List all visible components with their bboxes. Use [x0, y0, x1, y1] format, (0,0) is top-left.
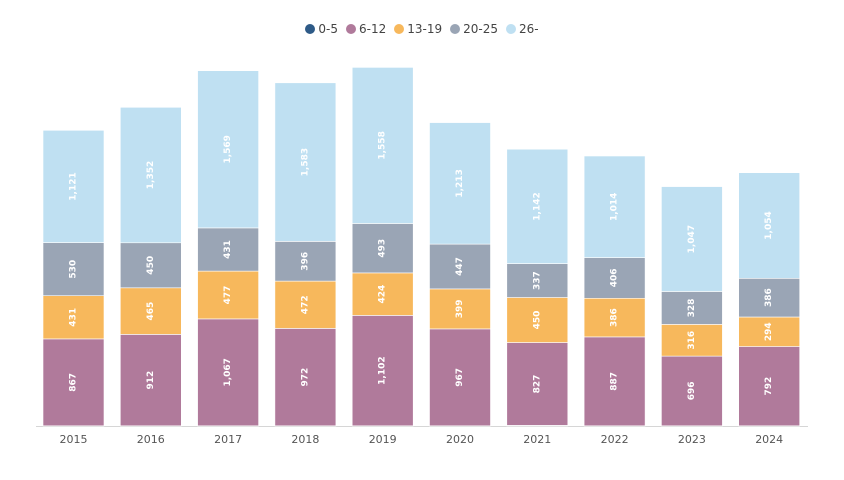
data-label: 328 [687, 299, 697, 318]
data-label: 1,583 [300, 148, 310, 176]
data-label: 696 [687, 382, 697, 401]
data-label: 912 [146, 371, 156, 390]
data-label: 1,569 [223, 135, 233, 163]
x-tick-label: 2024 [755, 433, 783, 446]
data-label: 1,558 [378, 131, 388, 159]
data-label: 827 [532, 375, 542, 394]
data-label: 972 [300, 368, 310, 387]
data-label: 887 [610, 372, 620, 391]
x-tick-label: 2023 [678, 433, 706, 446]
data-label: 450 [146, 256, 156, 275]
legend-item-4[interactable]: 26- [506, 22, 539, 36]
data-label: 294 [764, 322, 774, 341]
data-label: 337 [532, 271, 542, 290]
data-label: 1,054 [764, 211, 774, 239]
legend-item-2[interactable]: 13-19 [394, 22, 442, 36]
legend-item-3[interactable]: 20-25 [450, 22, 498, 36]
legend-swatch-icon [394, 24, 404, 34]
x-tick-label: 2018 [291, 433, 319, 446]
data-label: 396 [300, 252, 310, 271]
data-label: 399 [455, 300, 465, 319]
data-label: 450 [532, 311, 542, 330]
legend-swatch-icon [450, 24, 460, 34]
x-tick-label: 2015 [60, 433, 88, 446]
legend-label: 13-19 [407, 22, 442, 36]
data-label: 406 [610, 269, 620, 288]
data-label: 1,067 [223, 358, 233, 386]
data-label: 477 [223, 286, 233, 305]
data-label: 424 [378, 285, 388, 304]
legend-label: 20-25 [463, 22, 498, 36]
data-label: 967 [455, 368, 465, 387]
data-label: 1,014 [610, 193, 620, 221]
legend-swatch-icon [346, 24, 356, 34]
legend-label: 26- [519, 22, 539, 36]
legend-label: 0-5 [318, 22, 338, 36]
legend-swatch-icon [305, 24, 315, 34]
data-label: 316 [687, 331, 697, 350]
x-tick-label: 2019 [369, 433, 397, 446]
legend-label: 6-12 [359, 22, 386, 36]
data-label: 431 [69, 308, 79, 327]
legend-swatch-icon [506, 24, 516, 34]
data-label: 1,142 [532, 192, 542, 220]
x-tick-label: 2022 [601, 433, 629, 446]
data-label: 1,102 [378, 356, 388, 384]
data-label: 1,213 [455, 169, 465, 197]
data-label: 530 [69, 260, 79, 279]
data-label: 447 [455, 257, 465, 276]
data-label: 493 [378, 239, 388, 258]
data-label: 1,352 [146, 161, 156, 189]
data-label: 867 [69, 373, 79, 392]
data-label: 465 [146, 302, 156, 321]
data-label: 431 [223, 240, 233, 259]
x-tick-label: 2017 [214, 433, 242, 446]
x-tick-label: 2020 [446, 433, 474, 446]
x-tick-label: 2021 [523, 433, 551, 446]
data-label: 386 [610, 308, 620, 327]
legend-item-1[interactable]: 6-12 [346, 22, 386, 36]
data-label: 792 [764, 377, 774, 396]
legend-item-0[interactable]: 0-5 [305, 22, 338, 36]
x-tick-label: 2016 [137, 433, 165, 446]
data-label: 386 [764, 288, 774, 307]
data-label: 1,121 [69, 172, 79, 200]
data-label: 1,047 [687, 225, 697, 253]
legend: 0-5 6-12 13-19 20-25 26- [0, 22, 844, 36]
data-label: 472 [300, 295, 310, 314]
